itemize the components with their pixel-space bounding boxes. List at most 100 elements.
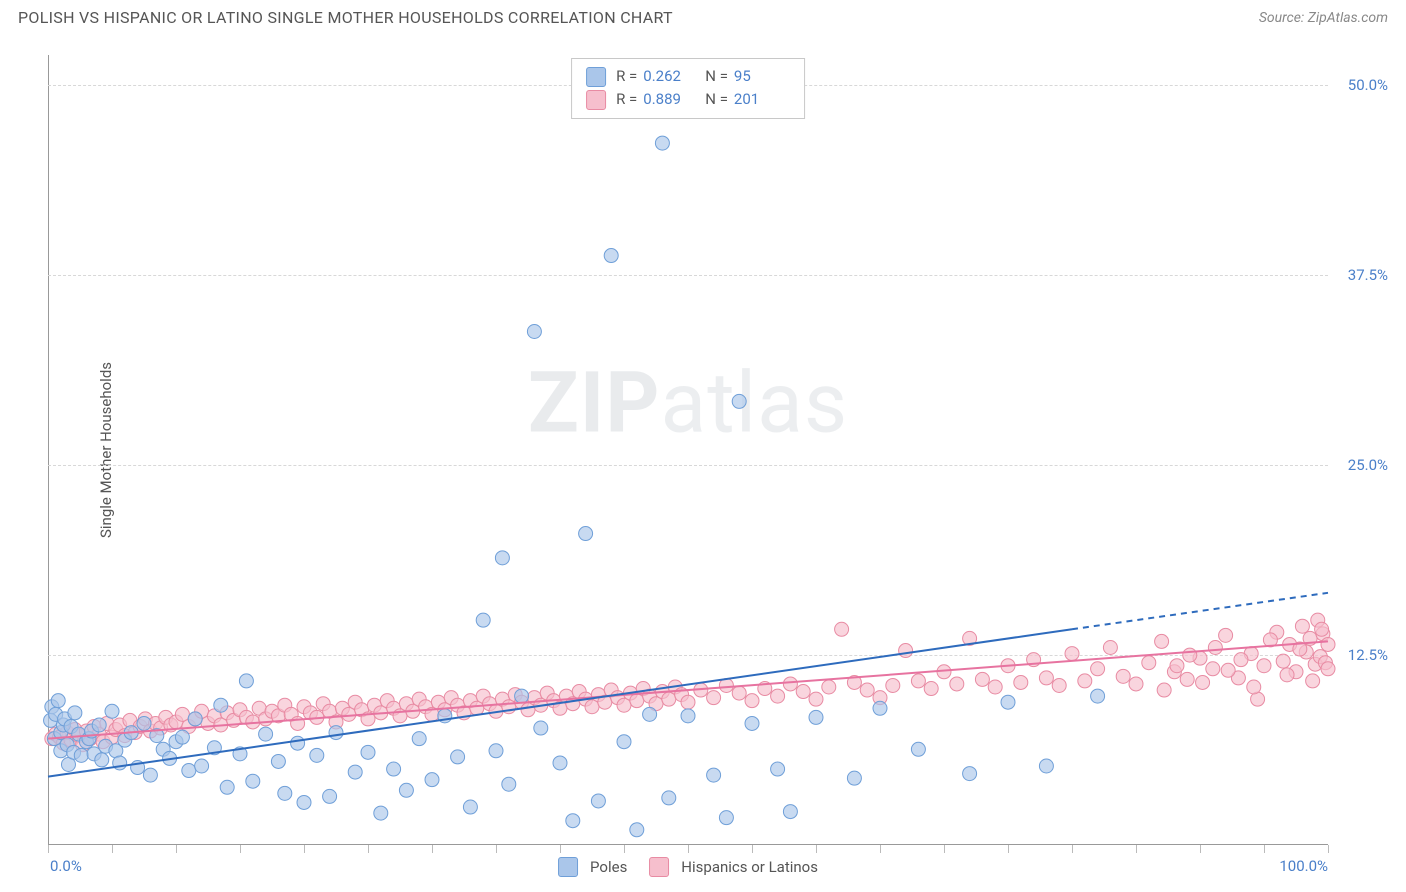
data-point bbox=[1306, 674, 1320, 688]
data-point bbox=[617, 735, 631, 749]
data-point bbox=[495, 551, 509, 565]
data-point bbox=[1234, 653, 1248, 667]
legend-label-hispanics: Hispanics or Latinos bbox=[681, 858, 818, 876]
x-tick bbox=[1200, 845, 1201, 853]
data-point bbox=[783, 805, 797, 819]
data-point bbox=[707, 691, 721, 705]
legend-swatch-poles bbox=[586, 67, 606, 87]
data-point bbox=[534, 721, 548, 735]
data-point bbox=[822, 680, 836, 694]
data-point bbox=[975, 672, 989, 686]
data-point bbox=[1014, 675, 1028, 689]
x-tick bbox=[48, 845, 49, 853]
data-point bbox=[527, 325, 541, 339]
x-tick bbox=[560, 845, 561, 853]
data-point bbox=[950, 677, 964, 691]
stats-box: R = 0.262 N = 95 R = 0.889 N = 201 bbox=[571, 58, 805, 119]
stats-row-hispanics: R = 0.889 N = 201 bbox=[586, 88, 790, 111]
data-point bbox=[579, 527, 593, 541]
data-point bbox=[1129, 677, 1143, 691]
data-point bbox=[643, 707, 657, 721]
stat-n-label: N = bbox=[705, 88, 728, 111]
legend-swatch-poles bbox=[558, 857, 578, 877]
x-tick bbox=[496, 845, 497, 853]
data-point bbox=[745, 694, 759, 708]
data-point bbox=[1180, 672, 1194, 686]
data-point bbox=[92, 718, 106, 732]
data-point bbox=[188, 712, 202, 726]
legend-swatch-hispanics bbox=[649, 857, 669, 877]
x-tick bbox=[432, 845, 433, 853]
x-tick bbox=[880, 845, 881, 853]
data-point bbox=[291, 736, 305, 750]
data-point bbox=[1321, 662, 1335, 676]
x-tick bbox=[1264, 845, 1265, 853]
chart-container: Single Mother Households ZIPatlas R = 0.… bbox=[48, 55, 1388, 845]
stat-r-label: R = bbox=[616, 65, 637, 88]
data-point bbox=[476, 613, 490, 627]
scatter-svg bbox=[48, 55, 1328, 845]
data-point bbox=[796, 685, 810, 699]
data-point bbox=[246, 774, 260, 788]
x-tick bbox=[176, 845, 177, 853]
data-point bbox=[399, 783, 413, 797]
data-point bbox=[847, 771, 861, 785]
data-point bbox=[835, 622, 849, 636]
data-point bbox=[783, 677, 797, 691]
data-point bbox=[591, 794, 605, 808]
data-point bbox=[1091, 689, 1105, 703]
stat-r-label: R = bbox=[616, 88, 637, 111]
data-point bbox=[899, 644, 913, 658]
x-axis-min-label: 0.0% bbox=[50, 857, 82, 875]
data-point bbox=[95, 753, 109, 767]
data-point bbox=[860, 683, 874, 697]
x-tick bbox=[1072, 845, 1073, 853]
chart-header: POLISH VS HISPANIC OR LATINO SINGLE MOTH… bbox=[0, 0, 1406, 33]
data-point bbox=[515, 689, 529, 703]
data-point bbox=[1206, 662, 1220, 676]
x-tick bbox=[1008, 845, 1009, 853]
data-point bbox=[425, 773, 439, 787]
data-point bbox=[732, 686, 746, 700]
x-tick bbox=[944, 845, 945, 853]
data-point bbox=[74, 748, 88, 762]
data-point bbox=[1170, 659, 1184, 673]
plot-area: ZIPatlas R = 0.262 N = 95 R = 0.889 N = … bbox=[48, 55, 1328, 845]
data-point bbox=[502, 777, 516, 791]
data-point bbox=[662, 791, 676, 805]
y-tick-label: 50.0% bbox=[1336, 76, 1388, 94]
data-point bbox=[681, 709, 695, 723]
data-point bbox=[68, 706, 82, 720]
x-tick bbox=[368, 845, 369, 853]
data-point bbox=[412, 732, 426, 746]
data-point bbox=[1157, 683, 1171, 697]
data-point bbox=[239, 674, 253, 688]
data-point bbox=[374, 806, 388, 820]
data-point bbox=[323, 789, 337, 803]
stat-r-poles: 0.262 bbox=[643, 65, 687, 88]
stats-row-poles: R = 0.262 N = 95 bbox=[586, 65, 790, 88]
data-point bbox=[259, 727, 273, 741]
data-point bbox=[1276, 654, 1290, 668]
data-point bbox=[1295, 619, 1309, 633]
data-point bbox=[707, 768, 721, 782]
legend-item-poles: Poles bbox=[558, 857, 627, 877]
stat-n-label: N = bbox=[705, 65, 728, 88]
data-point bbox=[873, 701, 887, 715]
data-point bbox=[745, 716, 759, 730]
data-point bbox=[297, 795, 311, 809]
legend: Poles Hispanics or Latinos bbox=[558, 857, 818, 877]
x-tick bbox=[304, 845, 305, 853]
x-tick bbox=[112, 845, 113, 853]
data-point bbox=[988, 680, 1002, 694]
data-point bbox=[1078, 674, 1092, 688]
data-point bbox=[1183, 648, 1197, 662]
data-point bbox=[1257, 659, 1271, 673]
data-point bbox=[1315, 622, 1329, 636]
data-point bbox=[911, 674, 925, 688]
data-point bbox=[604, 249, 618, 263]
x-tick bbox=[752, 845, 753, 853]
data-point bbox=[1001, 695, 1015, 709]
data-point bbox=[771, 762, 785, 776]
data-point bbox=[809, 692, 823, 706]
